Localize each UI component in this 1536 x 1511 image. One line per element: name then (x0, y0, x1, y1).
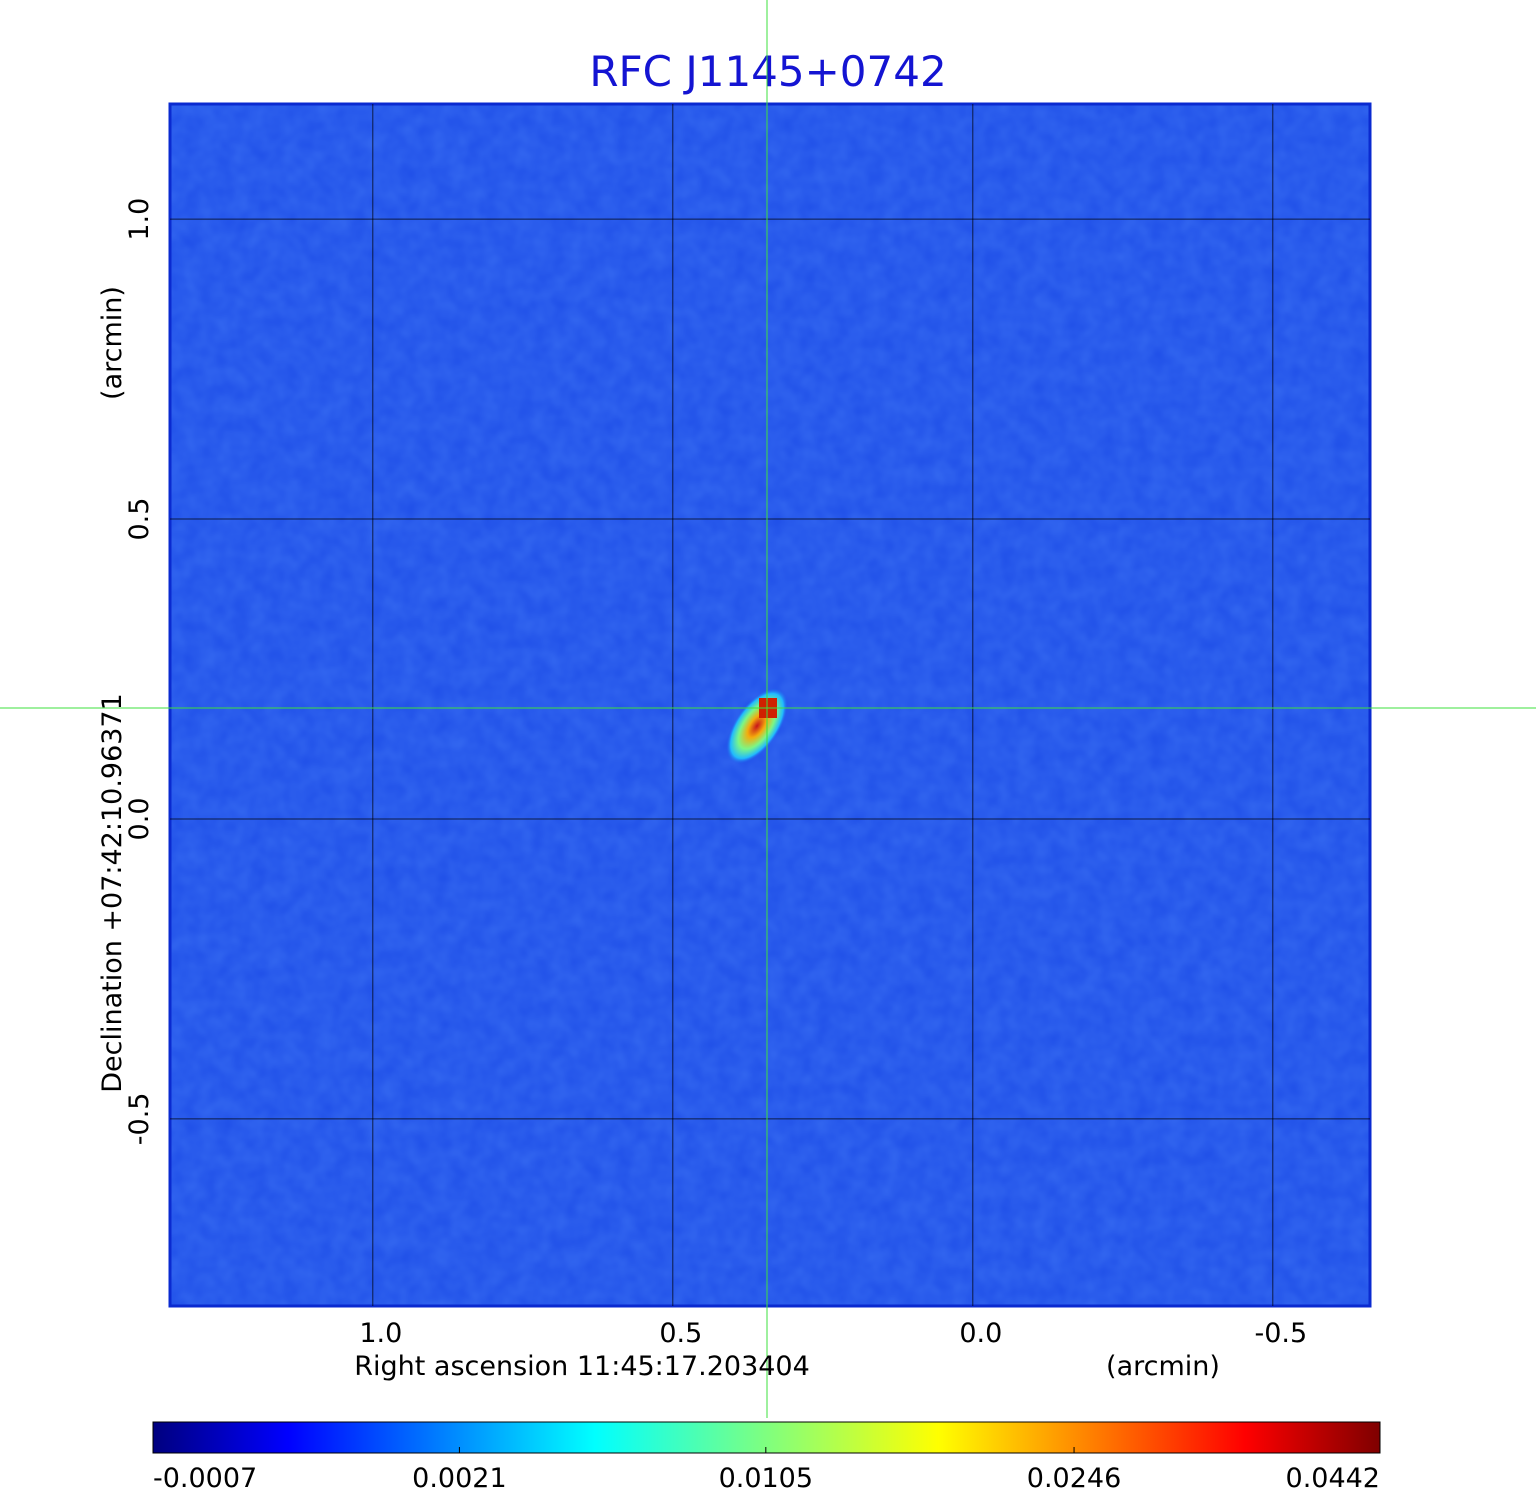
x-tick-label: 1.0 (359, 1318, 402, 1349)
colorbar-tick-label: 0.0105 (719, 1463, 813, 1494)
colorbar-tick-label: 0.0246 (1027, 1463, 1121, 1494)
chart-title: RFC J1145+0742 (589, 47, 946, 96)
colorbar (152, 1421, 1381, 1454)
y-axis-label: Declination +07:42:10.96371 (97, 693, 128, 1093)
x-tick-label: 0.5 (659, 1318, 702, 1349)
y-tick-label: 0.0 (124, 797, 155, 840)
x-tick-label: -0.5 (1254, 1318, 1307, 1349)
y-axis-unit: (arcmin) (97, 286, 128, 400)
x-tick-label: 0.0 (959, 1318, 1002, 1349)
colorbar-tick-label: 0.0021 (412, 1463, 506, 1494)
y-tick-label: -0.5 (124, 1093, 155, 1146)
y-tick-label: 0.5 (124, 498, 155, 541)
y-tick-label: 1.0 (124, 198, 155, 241)
x-axis-unit: (arcmin) (1106, 1351, 1220, 1382)
colorbar-tick-label: 0.0442 (1286, 1463, 1380, 1494)
colorbar-tick-label: -0.0007 (153, 1463, 257, 1494)
image-frame (168, 102, 1372, 1308)
x-axis-label: Right ascension 11:45:17.203404 (354, 1351, 810, 1382)
